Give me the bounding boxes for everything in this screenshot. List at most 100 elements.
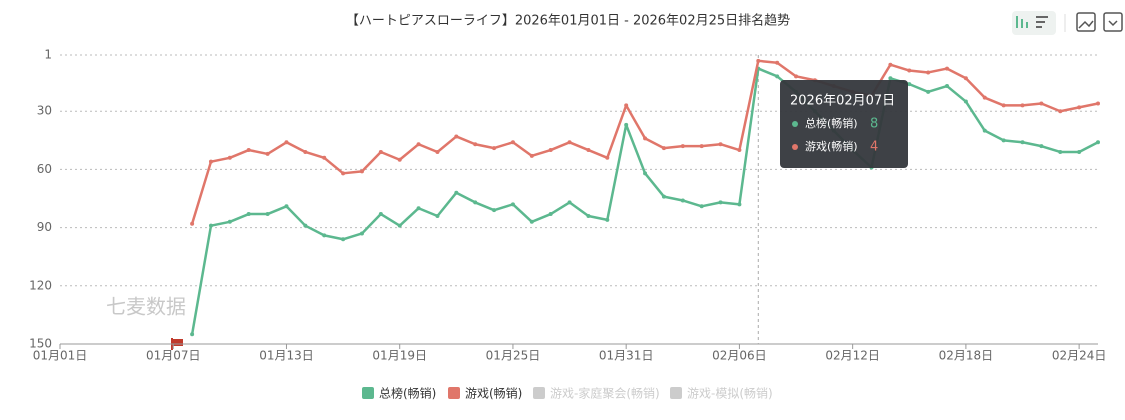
point <box>397 157 402 162</box>
point <box>1039 144 1044 149</box>
legend-label: 游戏-家庭聚会(畅销) <box>550 386 660 401</box>
point <box>945 84 950 89</box>
legend-label: 游戏-模拟(畅销) <box>687 387 773 401</box>
point <box>492 146 497 151</box>
point <box>605 155 610 160</box>
point <box>1020 103 1025 108</box>
tooltip-dot <box>792 144 798 150</box>
x-tick-label: 01月13日 <box>259 349 314 363</box>
x-tick-label: 01月01日 <box>33 349 88 363</box>
y-tick-label: 150 <box>29 337 52 351</box>
point <box>510 140 515 145</box>
y-tick-label: 90 <box>37 220 52 234</box>
legend-swatch <box>362 387 374 399</box>
image-icon[interactable] <box>1076 12 1096 32</box>
point <box>341 237 346 242</box>
point <box>190 332 195 337</box>
tooltip-dot <box>792 121 798 127</box>
series-line <box>190 59 1099 225</box>
point <box>567 200 572 205</box>
point <box>303 223 308 228</box>
point <box>680 198 685 203</box>
x-tick-label: 01月19日 <box>372 349 427 363</box>
x-tick-label: 01月31日 <box>599 349 654 363</box>
point <box>1058 109 1063 114</box>
point <box>397 223 402 228</box>
tooltip-title: 2026年02月07日 <box>790 94 895 109</box>
y-tick-label: 30 <box>37 104 52 118</box>
list-icon[interactable] <box>1036 16 1048 28</box>
x-tick-label: 02月12日 <box>825 349 880 363</box>
point <box>322 233 327 238</box>
x-tick-label: 02月06日 <box>712 349 767 363</box>
point <box>246 148 251 153</box>
point <box>246 212 251 217</box>
point <box>359 169 364 174</box>
point <box>775 74 780 79</box>
point <box>190 221 195 226</box>
point <box>454 134 459 139</box>
download-icon[interactable] <box>1103 12 1123 32</box>
point <box>888 76 893 81</box>
point <box>473 142 478 147</box>
point <box>284 140 289 145</box>
point <box>435 149 440 154</box>
tooltip-name: 游戏(畅销) <box>805 139 858 153</box>
point <box>737 148 742 153</box>
point <box>1096 140 1100 145</box>
point <box>699 204 704 209</box>
point <box>529 219 534 224</box>
point <box>1020 140 1025 145</box>
point <box>907 68 912 73</box>
point <box>227 155 232 160</box>
point <box>227 219 232 224</box>
x-tick-label: 02月18日 <box>939 349 994 363</box>
point <box>454 190 459 195</box>
point <box>265 212 270 217</box>
y-tick-label: 120 <box>29 278 52 292</box>
chart-title: 【ハートピアスローライフ】2026年01月01日 - 2026年02月25日排名… <box>346 13 790 29</box>
point <box>775 60 780 65</box>
point <box>661 146 666 151</box>
legend-label: 总榜(畅销) <box>379 386 436 401</box>
point <box>378 212 383 217</box>
point <box>567 140 572 145</box>
point <box>510 202 515 207</box>
tooltip-value: 8 <box>870 117 878 132</box>
series-line <box>190 67 1099 335</box>
point <box>492 208 497 213</box>
image-icon-line <box>1078 20 1094 29</box>
toolbar-bg <box>1012 11 1056 35</box>
toolbar <box>1012 11 1123 35</box>
point <box>341 171 346 176</box>
tooltip-name: 总榜(畅销) <box>805 116 858 130</box>
point <box>265 151 270 156</box>
point <box>359 231 364 236</box>
point <box>963 76 968 81</box>
point <box>605 217 610 222</box>
legend-label: 游戏(畅销) <box>465 387 522 401</box>
point <box>624 103 629 108</box>
point <box>945 66 950 71</box>
point <box>548 148 553 153</box>
tooltip-value: 4 <box>870 140 878 155</box>
bar-icon[interactable] <box>1016 16 1028 28</box>
point <box>756 58 761 63</box>
point <box>926 89 931 94</box>
point <box>680 144 685 149</box>
point <box>643 171 648 176</box>
x-tick-label: 02月24日 <box>1052 349 1107 363</box>
point <box>982 95 987 100</box>
legend-swatch <box>533 387 545 399</box>
point <box>1077 105 1082 110</box>
point <box>907 82 912 87</box>
point <box>1096 101 1100 106</box>
point <box>624 122 629 127</box>
point <box>888 62 893 67</box>
point <box>303 149 308 154</box>
point <box>322 155 327 160</box>
point <box>473 200 478 205</box>
legend-swatch <box>670 387 682 399</box>
